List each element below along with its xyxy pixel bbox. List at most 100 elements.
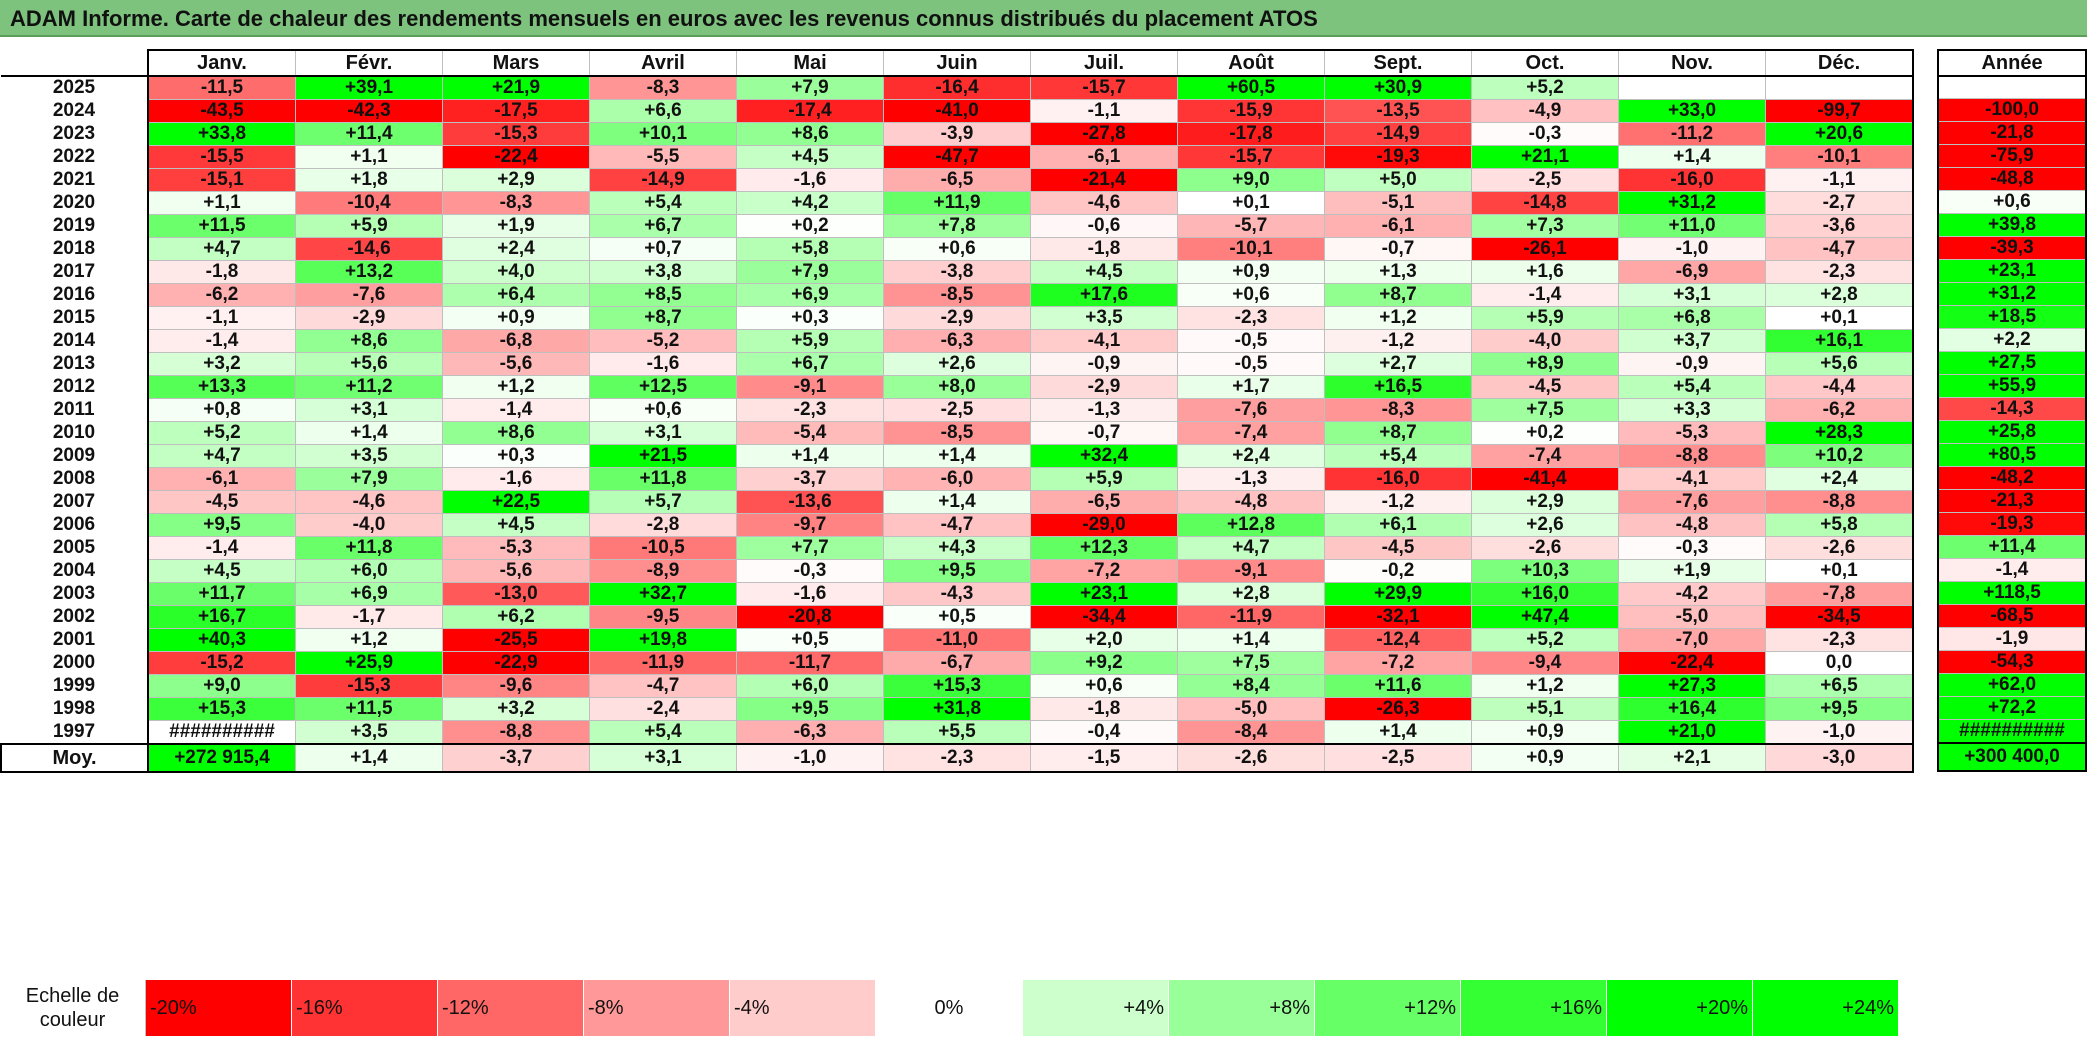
annual-cell: -100,0 <box>1937 97 2087 122</box>
year-row-2018: 2018 +4,7 -14,6 +2,4 +0,7 +5,8 +0,6 -1,8 -10,1 -0… <box>1 237 1914 261</box>
heatmap-cell: +0,9 <box>442 306 590 330</box>
annual-row-2022: -75,9 <box>1937 143 2087 168</box>
month-header-10: Oct. <box>1471 49 1619 77</box>
annual-row-2017: +23,1 <box>1937 258 2087 283</box>
heatmap-cell: +11,5 <box>295 697 443 721</box>
heatmap-cell: +8,7 <box>589 306 737 330</box>
heatmap-cell: +3,2 <box>147 352 296 376</box>
heatmap-cell: +11,0 <box>1618 214 1766 238</box>
heatmap-cell: -11,9 <box>1177 605 1325 629</box>
annual-row-2025 <box>1937 75 2087 99</box>
heatmap-cell: +0,6 <box>1177 283 1325 307</box>
heatmap-cell: -7,2 <box>1324 651 1472 675</box>
heatmap-cell: +11,8 <box>589 467 737 491</box>
heatmap-cell: -17,4 <box>736 99 884 123</box>
annual-row-2008: -48,2 <box>1937 465 2087 490</box>
heatmap-cell: -15,9 <box>1177 99 1325 123</box>
heatmap-cell: +7,8 <box>883 214 1031 238</box>
year-row-2006: 2006 +9,5 -4,0 +4,5 -2,8 -9,7 -4,7 -29,0 +12,8 +6… <box>1 513 1914 537</box>
year-label: 1998 <box>1 697 149 721</box>
heatmap-cell: -11,2 <box>1618 122 1766 146</box>
heatmap-cell: +1,9 <box>442 214 590 238</box>
annual-row-2005: +11,4 <box>1937 534 2087 559</box>
average-cell: -3,0 <box>1765 743 1914 773</box>
heatmap-cell: -6,1 <box>1324 214 1472 238</box>
color-scale-legend: Echelle de couleur -20% -16% -12% -8% -4% 0% +4… <box>0 980 1899 1036</box>
annual-row-2007: -21,3 <box>1937 488 2087 513</box>
heatmap-cell: +12,8 <box>1177 513 1325 537</box>
annual-row-2016: +31,2 <box>1937 281 2087 306</box>
heatmap-cell: -2,4 <box>589 697 737 721</box>
heatmap-cell: +23,1 <box>1030 582 1178 606</box>
annual-row-2011: -14,3 <box>1937 396 2087 421</box>
heatmap-cell: +11,9 <box>883 191 1031 215</box>
annual-row-2001: -1,9 <box>1937 626 2087 651</box>
heatmap-cell: +27,3 <box>1618 674 1766 698</box>
heatmap-cell: -5,0 <box>1177 697 1325 721</box>
heatmap-cell: +32,4 <box>1030 444 1178 468</box>
month-header-5: Mai <box>736 49 884 77</box>
heatmap-cell: -6,1 <box>147 467 296 491</box>
scale-swatch: -8% <box>583 980 730 1036</box>
heatmap-cell: +1,3 <box>1324 260 1472 284</box>
year-label: 2002 <box>1 605 149 629</box>
year-row-2002: 2002 +16,7 -1,7 +6,2 -9,5 -20,8 +0,5 -34,4 -11,9… <box>1 605 1914 629</box>
month-header-7: Juil. <box>1030 49 1178 77</box>
heatmap-cell: -5,3 <box>1618 421 1766 445</box>
heatmap-cell: +39,1 <box>295 75 443 100</box>
heatmap-cell: -16,0 <box>1618 168 1766 192</box>
heatmap-cell: +0,2 <box>736 214 884 238</box>
heatmap-cell: +1,4 <box>295 421 443 445</box>
heatmap-cell: +6,9 <box>295 582 443 606</box>
heatmap-cell: +4,7 <box>147 444 296 468</box>
heatmap-cell: +1,2 <box>1324 306 1472 330</box>
heatmap-cell: +5,9 <box>1471 306 1619 330</box>
heatmap-cell: -1,6 <box>442 467 590 491</box>
heatmap-cell: +3,5 <box>295 444 443 468</box>
year-row-2012: 2012 +13,3 +11,2 +1,2 +12,5 -9,1 +8,0 -2,9 +1,7 +… <box>1 375 1914 399</box>
heatmap-cell: -4,5 <box>1324 536 1472 560</box>
heatmap-cell: -3,6 <box>1765 214 1914 238</box>
heatmap-cell: -5,0 <box>1618 605 1766 629</box>
heatmap-cell: -0,7 <box>1030 421 1178 445</box>
heatmap-cell: +4,5 <box>736 145 884 169</box>
heatmap-cell: -17,5 <box>442 99 590 123</box>
heatmap-cell: +4,0 <box>442 260 590 284</box>
heatmap-cell: -10,4 <box>295 191 443 215</box>
year-row-2013: 2013 +3,2 +5,6 -5,6 -1,6 +6,7 +2,6 -0,9 -0,5 +2,7… <box>1 352 1914 376</box>
heatmap-cell: +5,0 <box>1324 168 1472 192</box>
heatmap-cell: +7,5 <box>1177 651 1325 675</box>
heatmap-cell: +16,7 <box>147 605 296 629</box>
heatmap-cell: -15,1 <box>147 168 296 192</box>
heatmap-cell: +8,7 <box>1324 421 1472 445</box>
heatmap-cell: -4,6 <box>295 490 443 514</box>
heatmap-cell: -5,2 <box>589 329 737 353</box>
annual-cell: -75,9 <box>1937 143 2087 168</box>
year-label: 2016 <box>1 283 149 307</box>
heatmap-cell: +1,7 <box>1177 375 1325 399</box>
heatmap-cell: -0,3 <box>1471 122 1619 146</box>
heatmap-cell: +11,6 <box>1324 674 1472 698</box>
year-row-2017: 2017 -1,8 +13,2 +4,0 +3,8 +7,9 -3,8 +4,5 +0,9 +1,… <box>1 260 1914 284</box>
heatmap-cell: +8,9 <box>1471 352 1619 376</box>
heatmap-cell: -8,8 <box>1618 444 1766 468</box>
heatmap-cell: -9,5 <box>589 605 737 629</box>
heatmap-cell: +9,5 <box>1765 697 1914 721</box>
heatmap-cell: -0,3 <box>1618 536 1766 560</box>
scale-swatch: -12% <box>437 980 584 1036</box>
annual-header: Année <box>1937 49 2087 77</box>
corner-cell <box>1 50 149 77</box>
heatmap-cell: +3,1 <box>295 398 443 422</box>
heatmap-cell: -42,3 <box>295 99 443 123</box>
heatmap-cell: -11,0 <box>883 628 1031 652</box>
annual-cell: +31,2 <box>1937 281 2087 306</box>
heatmap-cell: -4,2 <box>1618 582 1766 606</box>
heatmap-cell: +6,2 <box>442 605 590 629</box>
heatmap-cell: +6,4 <box>442 283 590 307</box>
heatmap-cell: +17,6 <box>1030 283 1178 307</box>
heatmap-cell: -41,0 <box>883 99 1031 123</box>
annual-cell: -1,9 <box>1937 626 2087 651</box>
heatmap-cell: -2,3 <box>1177 306 1325 330</box>
heatmap-cell: -22,9 <box>442 651 590 675</box>
heatmap-cell: +5,4 <box>1324 444 1472 468</box>
